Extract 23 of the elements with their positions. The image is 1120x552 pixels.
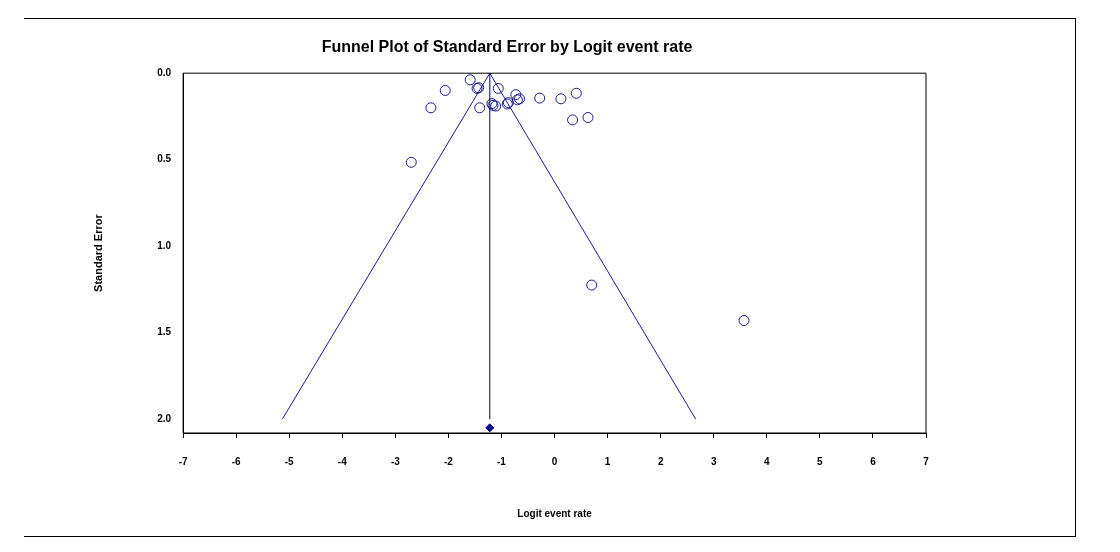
y-tick-label: 0.0	[157, 66, 172, 78]
x-tick-label: -2	[443, 455, 454, 467]
y-tick-label: 0.5	[157, 153, 172, 165]
x-tick-label: 1	[604, 455, 611, 467]
x-tick-label: 6	[870, 455, 877, 467]
y-axis-title: Standard Error	[91, 213, 104, 292]
x-tick-label: 5	[817, 455, 824, 467]
x-tick-label: -4	[337, 455, 348, 467]
x-axis-title: Logit event rate	[517, 507, 593, 519]
x-tick-label: -6	[231, 455, 242, 467]
x-tick-label: -3	[390, 455, 401, 467]
x-tick-label: -5	[284, 455, 295, 467]
y-tick-label: 2.0	[157, 412, 172, 424]
x-tick-label: 3	[710, 455, 717, 467]
x-tick-label: -7	[178, 455, 188, 467]
x-tick-label: 2	[657, 455, 664, 467]
y-tick-label: 1.0	[157, 239, 172, 251]
x-tick-label: -1	[497, 455, 507, 467]
y-tick-label: 1.5	[157, 326, 172, 338]
chart-title: Funnel Plot of Standard Error by Logit event rate	[321, 38, 693, 56]
x-tick-label: 0	[551, 455, 558, 467]
x-tick-label: 7	[923, 455, 930, 467]
x-tick-label: 4	[764, 455, 771, 467]
